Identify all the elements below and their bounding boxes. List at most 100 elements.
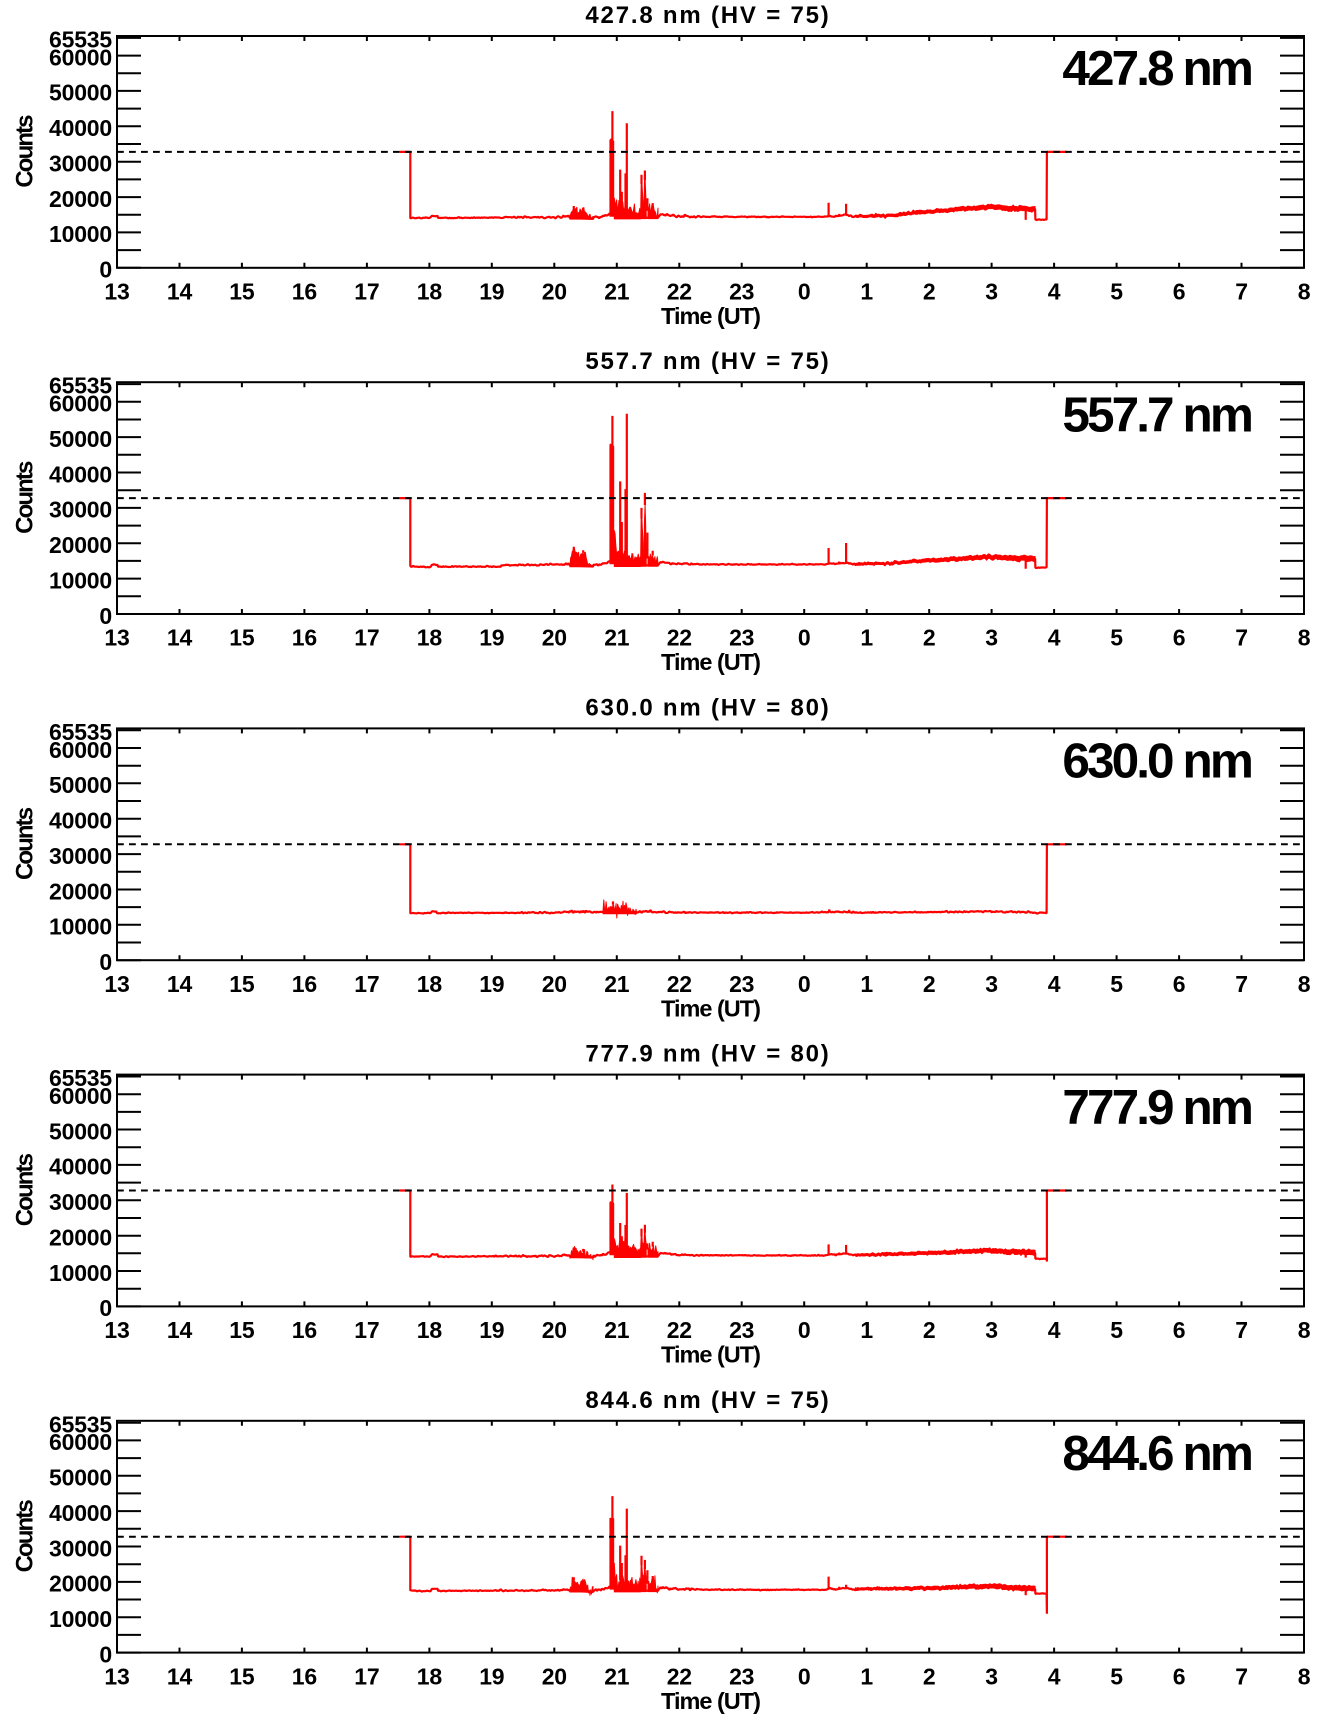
svg-text:Counts: Counts [11, 1500, 38, 1573]
svg-text:0: 0 [99, 949, 112, 975]
svg-text:4: 4 [1048, 279, 1061, 305]
svg-text:20000: 20000 [49, 532, 112, 558]
svg-text:50000: 50000 [49, 1465, 112, 1491]
svg-text:16: 16 [292, 625, 317, 651]
svg-text:22: 22 [667, 971, 692, 997]
svg-text:40000: 40000 [49, 1500, 112, 1526]
svg-text:65535: 65535 [49, 27, 112, 53]
svg-text:5: 5 [1110, 1317, 1123, 1343]
svg-text:23: 23 [729, 279, 754, 305]
svg-text:0: 0 [798, 279, 811, 305]
svg-text:14: 14 [167, 1663, 193, 1689]
svg-text:2: 2 [923, 279, 936, 305]
svg-text:3: 3 [985, 1663, 998, 1689]
svg-text:30000: 30000 [49, 151, 112, 177]
svg-text:22: 22 [667, 1317, 692, 1343]
svg-text:Counts: Counts [11, 461, 38, 534]
svg-text:19: 19 [479, 279, 504, 305]
svg-text:7: 7 [1235, 279, 1248, 305]
svg-text:60000: 60000 [49, 44, 112, 70]
svg-text:21: 21 [604, 1663, 630, 1689]
svg-text:65535: 65535 [49, 719, 112, 745]
svg-text:13: 13 [104, 971, 129, 997]
svg-text:22: 22 [667, 279, 692, 305]
svg-text:16: 16 [292, 1663, 317, 1689]
svg-text:5: 5 [1110, 1663, 1123, 1689]
svg-text:60000: 60000 [49, 737, 112, 763]
svg-text:10000: 10000 [49, 914, 112, 940]
svg-text:844.6 nm: 844.6 nm [1062, 1426, 1251, 1481]
svg-text:18: 18 [417, 971, 443, 997]
svg-text:20: 20 [542, 971, 567, 997]
svg-text:777.9 nm (HV = 80): 777.9 nm (HV = 80) [585, 1041, 830, 1068]
svg-text:19: 19 [479, 1663, 504, 1689]
svg-text:14: 14 [167, 971, 193, 997]
svg-text:10000: 10000 [49, 567, 112, 593]
svg-text:14: 14 [167, 279, 193, 305]
svg-text:7: 7 [1235, 1317, 1248, 1343]
svg-text:Counts: Counts [11, 807, 38, 880]
svg-text:8: 8 [1298, 1663, 1311, 1689]
svg-text:6: 6 [1173, 1663, 1186, 1689]
svg-text:50000: 50000 [49, 1118, 112, 1144]
svg-text:427.8 nm (HV = 75): 427.8 nm (HV = 75) [585, 2, 830, 29]
svg-text:Time (UT): Time (UT) [661, 1688, 760, 1714]
svg-text:0: 0 [99, 1641, 112, 1667]
svg-text:6: 6 [1173, 1317, 1186, 1343]
svg-text:0: 0 [99, 603, 112, 629]
svg-text:0: 0 [99, 1295, 112, 1321]
svg-text:40000: 40000 [49, 461, 112, 487]
svg-text:20000: 20000 [49, 1571, 112, 1597]
svg-text:8: 8 [1298, 279, 1311, 305]
svg-text:14: 14 [167, 1317, 193, 1343]
svg-text:3: 3 [985, 625, 998, 651]
svg-text:18: 18 [417, 625, 443, 651]
svg-text:Time (UT): Time (UT) [661, 649, 760, 675]
svg-text:7: 7 [1235, 625, 1248, 651]
svg-text:7: 7 [1235, 1663, 1248, 1689]
svg-text:17: 17 [354, 1663, 379, 1689]
svg-text:65535: 65535 [49, 1065, 112, 1091]
svg-text:2: 2 [923, 1317, 936, 1343]
svg-text:40000: 40000 [49, 115, 112, 141]
svg-text:630.0 nm (HV = 80): 630.0 nm (HV = 80) [585, 694, 830, 721]
svg-text:2: 2 [923, 971, 936, 997]
svg-text:16: 16 [292, 279, 317, 305]
svg-text:20000: 20000 [49, 186, 112, 212]
svg-text:60000: 60000 [49, 391, 112, 417]
svg-text:13: 13 [104, 1317, 129, 1343]
svg-text:20: 20 [542, 279, 567, 305]
svg-text:65535: 65535 [49, 373, 112, 399]
svg-text:50000: 50000 [49, 426, 112, 452]
svg-text:23: 23 [729, 971, 754, 997]
svg-text:20: 20 [542, 625, 567, 651]
svg-text:8: 8 [1298, 1317, 1311, 1343]
svg-text:1: 1 [860, 1663, 873, 1689]
svg-text:23: 23 [729, 1663, 754, 1689]
svg-text:30000: 30000 [49, 843, 112, 869]
svg-text:844.6 nm (HV = 75): 844.6 nm (HV = 75) [585, 1387, 830, 1414]
svg-text:4: 4 [1048, 1317, 1061, 1343]
svg-text:17: 17 [354, 625, 379, 651]
svg-text:18: 18 [417, 1663, 443, 1689]
svg-text:Time (UT): Time (UT) [661, 1342, 760, 1368]
svg-text:20: 20 [542, 1317, 567, 1343]
svg-text:8: 8 [1298, 625, 1311, 651]
svg-text:21: 21 [604, 1317, 630, 1343]
svg-text:2: 2 [923, 1663, 936, 1689]
svg-text:23: 23 [729, 1317, 754, 1343]
svg-text:21: 21 [604, 279, 630, 305]
svg-text:0: 0 [798, 625, 811, 651]
svg-text:20000: 20000 [49, 1225, 112, 1251]
svg-text:6: 6 [1173, 625, 1186, 651]
svg-text:1: 1 [860, 279, 873, 305]
svg-text:3: 3 [985, 279, 998, 305]
svg-text:4: 4 [1048, 625, 1061, 651]
svg-text:6: 6 [1173, 279, 1186, 305]
svg-text:10000: 10000 [49, 1260, 112, 1286]
svg-text:21: 21 [604, 971, 630, 997]
svg-text:8: 8 [1298, 971, 1311, 997]
svg-text:13: 13 [104, 279, 129, 305]
svg-text:30000: 30000 [49, 1189, 112, 1215]
svg-text:427.8 nm: 427.8 nm [1062, 41, 1251, 96]
